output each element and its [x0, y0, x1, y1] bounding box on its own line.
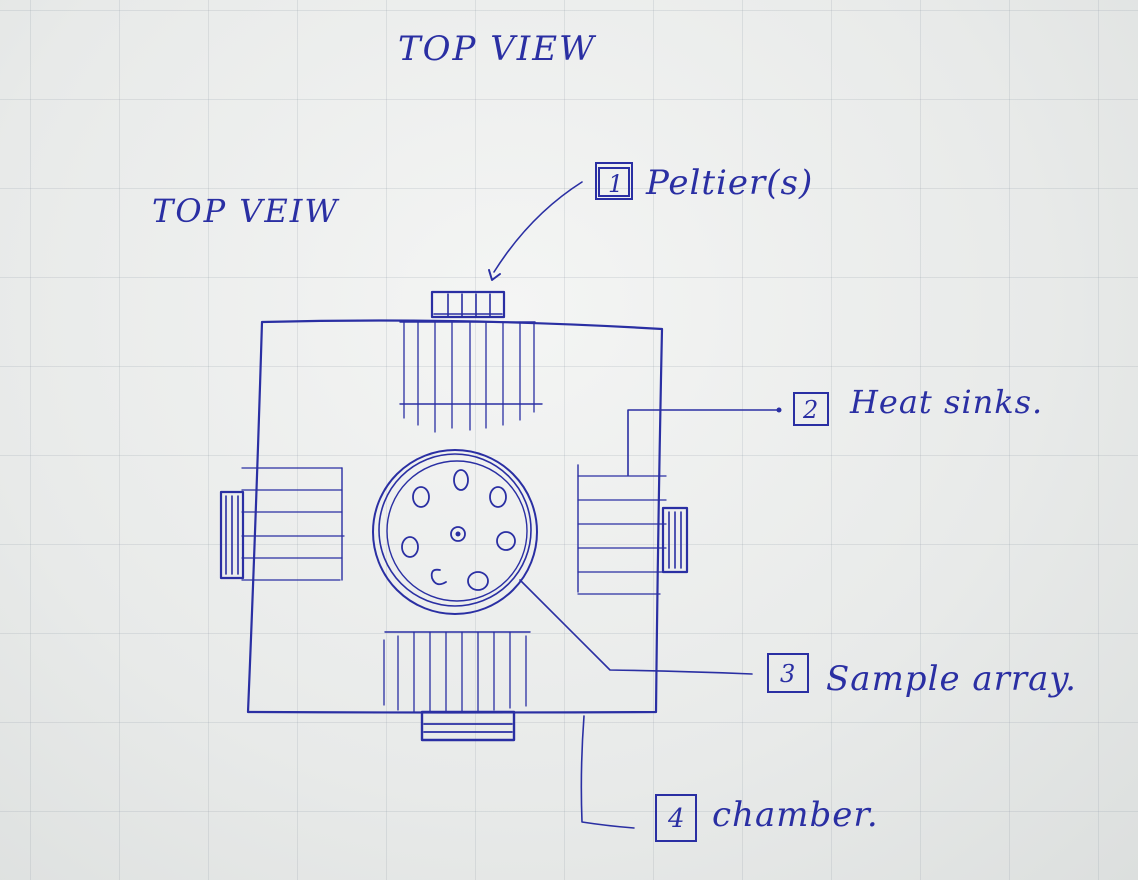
sample-array — [372, 449, 538, 615]
title-top-view-main: TOP VIEW — [398, 29, 597, 69]
peltier-right — [661, 506, 689, 574]
callout-heat-sinks: 2 Heat sinks. — [627, 383, 1043, 476]
callout-4-label: chamber. — [712, 795, 879, 835]
callout-3-label: Sample array. — [826, 659, 1077, 699]
title-top-view-secondary: TOP VEIW — [152, 192, 340, 230]
peltier-bottom — [420, 710, 516, 742]
callout-chamber: 4 chamber. — [580, 715, 879, 842]
callout-3-number: 3 — [780, 660, 795, 688]
callout-sample-array: 3 Sample array. — [519, 579, 1077, 699]
peltier-top — [430, 290, 506, 319]
heat-sink-top — [399, 321, 543, 433]
callout-1-label: Peltier(s) — [645, 163, 813, 203]
callout-1-number: 1 — [608, 170, 623, 198]
heat-sink-bottom — [383, 631, 531, 713]
heat-sink-left — [241, 467, 345, 581]
callout-2-number: 2 — [802, 396, 818, 424]
callout-2-label: Heat sinks. — [849, 383, 1043, 421]
callout-peltiers: 1 Peltier(s) — [488, 162, 813, 281]
callout-4-number: 4 — [667, 804, 685, 834]
heat-sink-right — [577, 464, 667, 595]
peltier-left — [219, 490, 245, 580]
chamber-outline — [246, 319, 664, 714]
sample-well — [401, 469, 516, 591]
